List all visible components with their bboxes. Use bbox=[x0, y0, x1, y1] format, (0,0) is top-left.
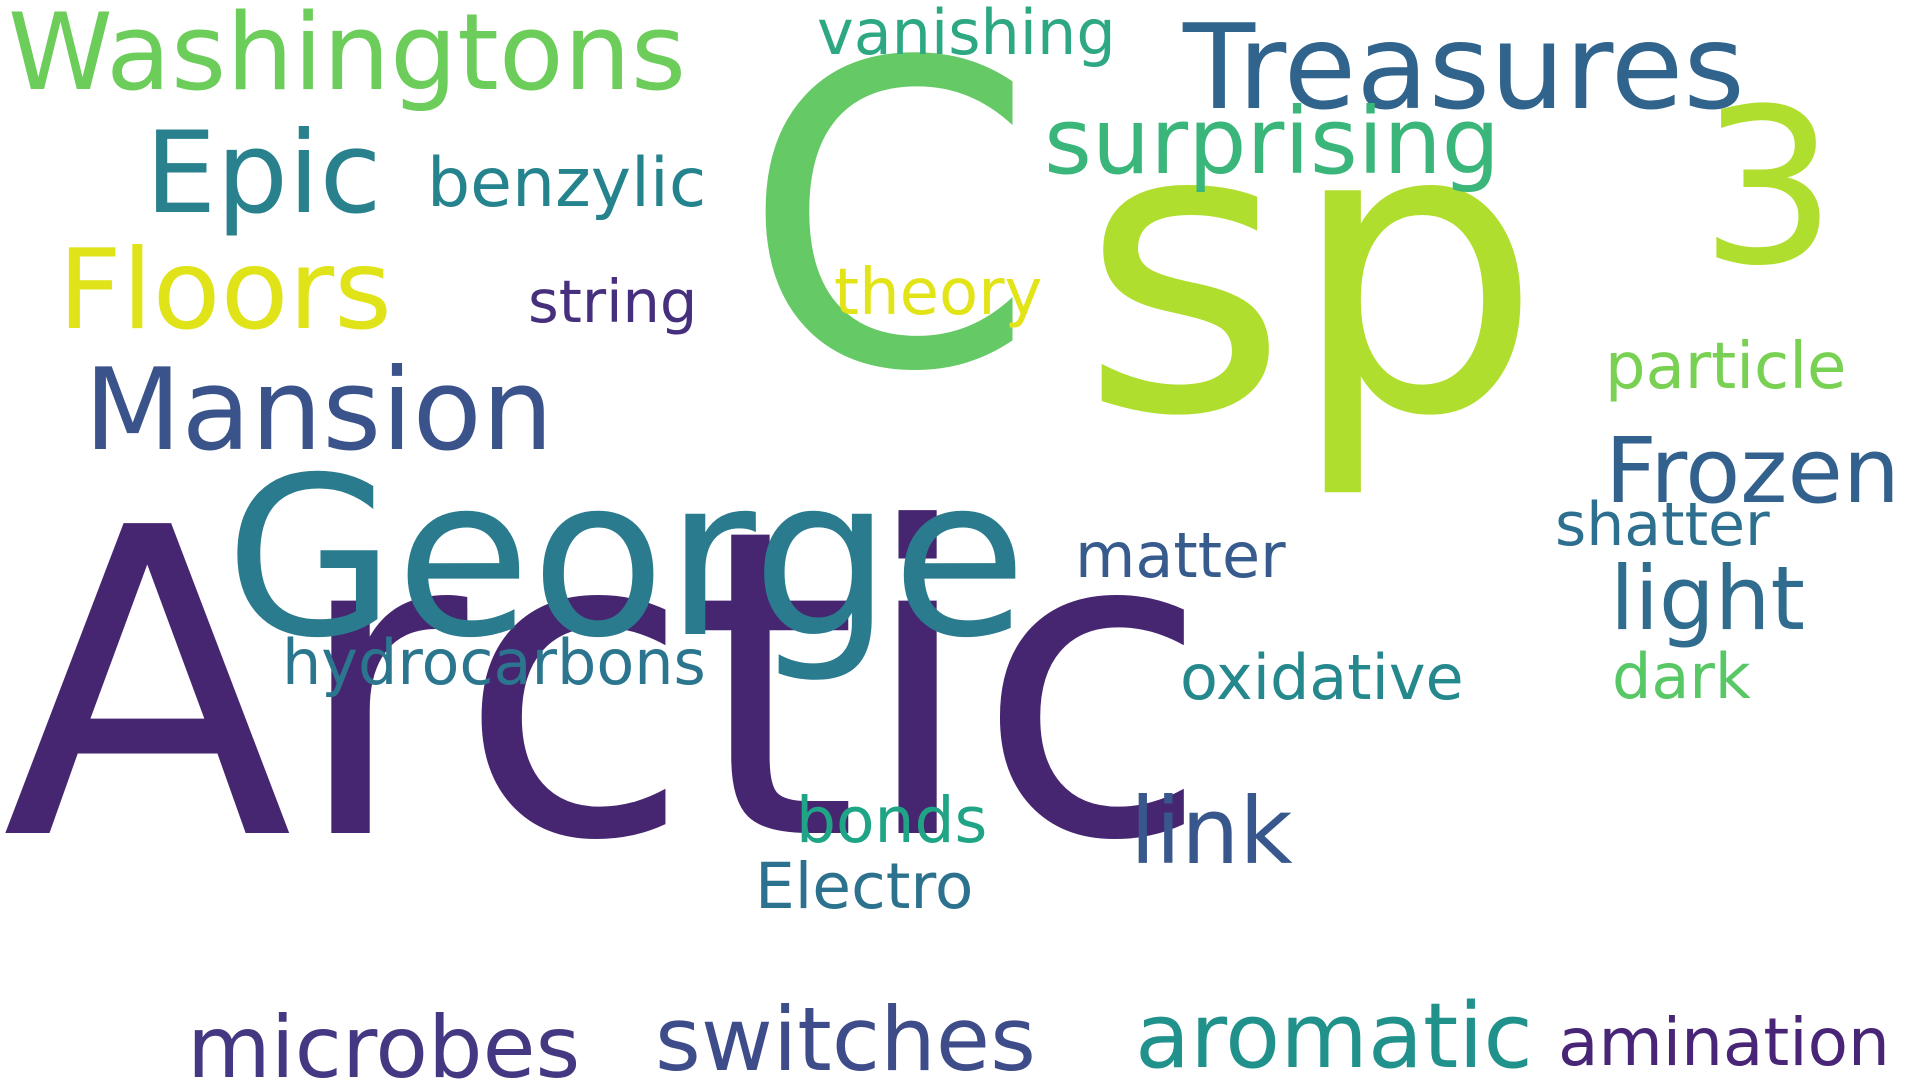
word-oxidative: oxidative bbox=[1180, 641, 1464, 714]
word-light: light bbox=[1610, 547, 1806, 650]
word-treasures: Treasures bbox=[1183, 0, 1745, 136]
word-shatter: shatter bbox=[1555, 490, 1770, 560]
word-sp: sp bbox=[1080, 39, 1543, 504]
word-washingtons: Washingtons bbox=[8, 0, 687, 114]
word-vanishing: vanishing bbox=[817, 0, 1116, 69]
word-frozen: Frozen bbox=[1605, 419, 1900, 524]
word-string: string bbox=[528, 267, 698, 336]
word-surprising: surprising bbox=[1044, 88, 1501, 195]
word-floors: Floors bbox=[58, 226, 392, 355]
word-mansion: Mansion bbox=[84, 344, 554, 476]
word-hydrocarbons: hydrocarbons bbox=[282, 626, 706, 699]
word-link: link bbox=[1130, 778, 1293, 885]
word-c: C bbox=[742, 0, 1036, 464]
word-microbes: microbes bbox=[187, 998, 581, 1080]
word-dark: dark bbox=[1612, 640, 1751, 713]
word-particle: particle bbox=[1605, 330, 1847, 404]
word-switches: switches bbox=[655, 988, 1036, 1080]
word-matter: matter bbox=[1075, 519, 1286, 592]
word-theory: theory bbox=[834, 256, 1043, 330]
word-3: 3 bbox=[1700, 62, 1837, 313]
word-amination: amination bbox=[1558, 1004, 1890, 1080]
word-aromatic: aromatic bbox=[1135, 984, 1533, 1080]
word-arctic: Arctic bbox=[2, 440, 1211, 934]
word-epic: Epic bbox=[145, 107, 382, 239]
word-george: George bbox=[225, 430, 1028, 686]
word-bonds: bonds bbox=[796, 784, 988, 857]
word-benzylic: benzylic bbox=[427, 144, 707, 223]
word-electro: Electro bbox=[755, 850, 974, 923]
